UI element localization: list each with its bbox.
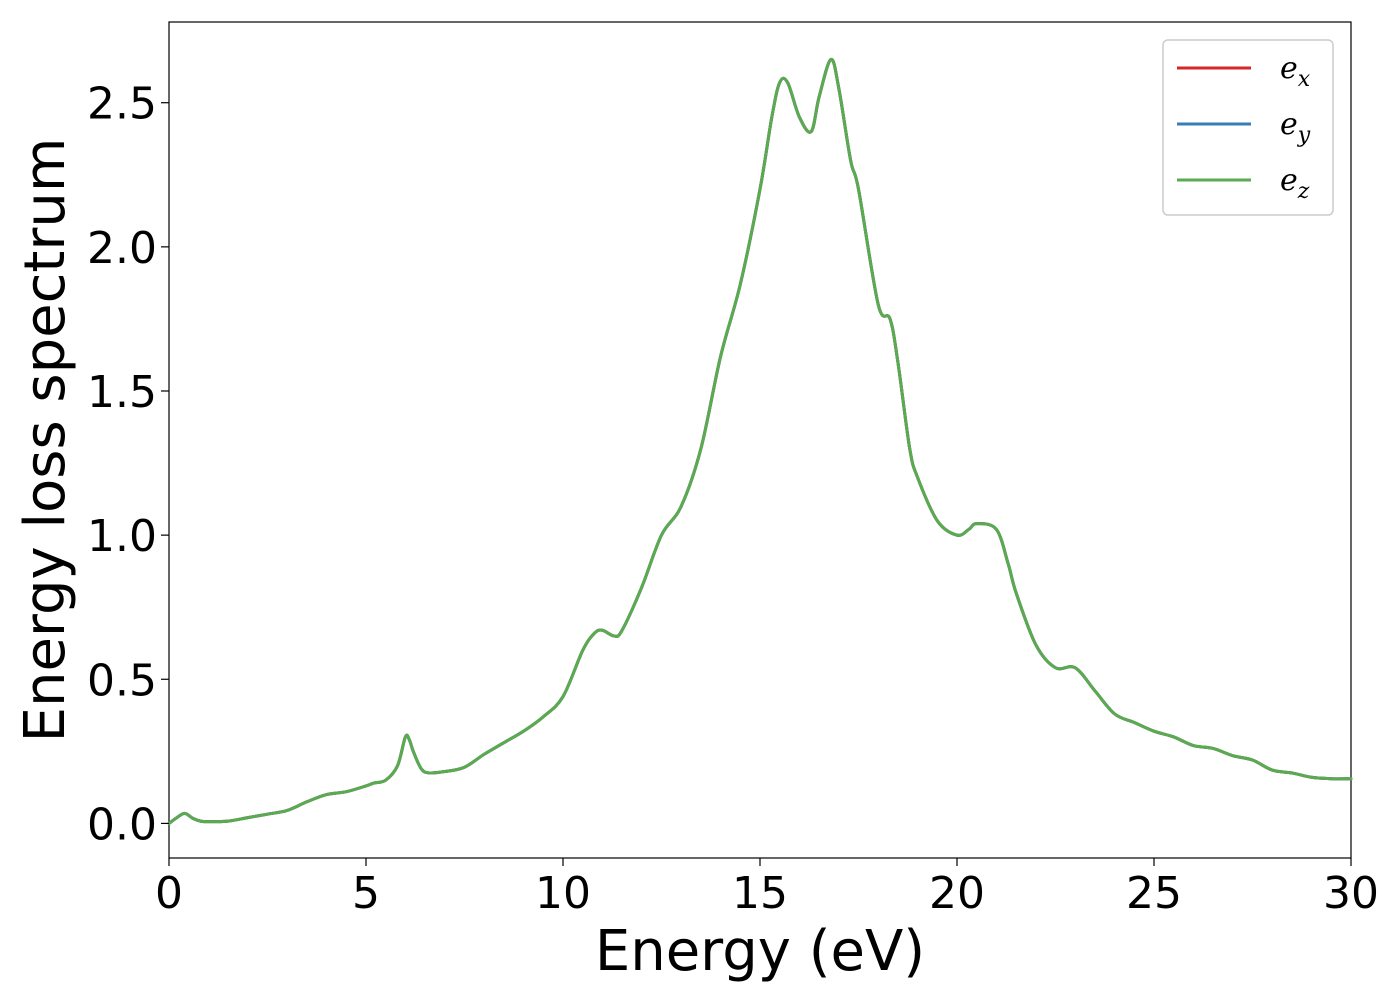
legend-label: ex xyxy=(1280,51,1311,92)
y-axis-title: Energy loss spectrum xyxy=(13,138,78,743)
plot-area xyxy=(167,21,1353,859)
x-tick-label: 25 xyxy=(1126,868,1182,919)
legend-label-base: e xyxy=(1280,107,1298,142)
x-tick-label: 5 xyxy=(352,868,380,919)
x-tick-label: 30 xyxy=(1323,868,1379,919)
y-tick-label: 1.0 xyxy=(87,511,157,562)
y-tick-label: 1.5 xyxy=(87,367,157,418)
x-tick-label: 10 xyxy=(535,868,591,919)
legend-label-base: e xyxy=(1280,163,1298,198)
x-tick-label: 0 xyxy=(155,868,183,919)
legend-label-subscript: y xyxy=(1297,123,1311,148)
plot-frame xyxy=(168,21,1352,859)
x-axis-ticks: 0 5 10 15 20 25 30 xyxy=(155,858,1379,919)
y-tick-label: 2.5 xyxy=(87,79,157,130)
legend-label: ey xyxy=(1280,107,1311,148)
x-axis-title: Energy (eV) xyxy=(595,919,925,984)
y-tick-label: 0.0 xyxy=(87,799,157,850)
legend-label: ez xyxy=(1280,163,1310,204)
legend-label-subscript: x xyxy=(1298,67,1311,92)
legend-label-subscript: z xyxy=(1297,179,1310,204)
series-layer xyxy=(167,57,1353,825)
series-line-ez xyxy=(167,57,1353,825)
y-axis-ticks: 0.0 0.5 1.0 1.5 2.0 2.5 xyxy=(87,79,169,850)
x-tick-label: 20 xyxy=(929,868,985,919)
legend-box xyxy=(1162,39,1334,216)
legend-label-base: e xyxy=(1280,51,1298,86)
x-tick-label: 15 xyxy=(732,868,788,919)
y-tick-label: 2.0 xyxy=(87,223,157,274)
y-tick-label: 0.5 xyxy=(87,655,157,706)
